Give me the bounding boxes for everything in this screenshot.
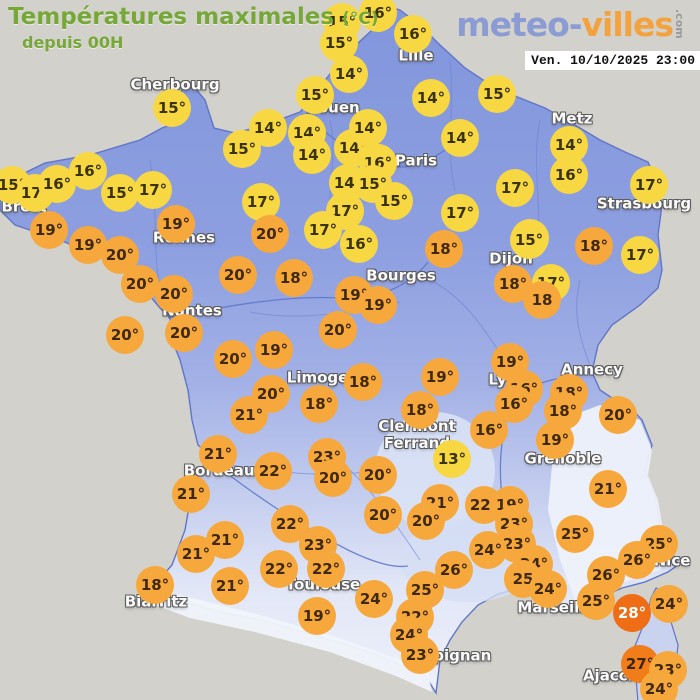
temp-bubble[interactable]: 21° (211, 567, 249, 605)
temp-bubble[interactable]: 14° (412, 79, 450, 117)
temp-bubble[interactable]: 14° (249, 109, 287, 147)
temp-bubble[interactable]: 20° (219, 256, 257, 294)
temp-bubble[interactable]: 21° (589, 470, 627, 508)
temp-bubble[interactable]: 20° (599, 396, 637, 434)
temp-bubble[interactable]: 14° (441, 119, 479, 157)
temp-bubble[interactable]: 20° (314, 459, 352, 497)
temp-bubble[interactable]: 22° (260, 550, 298, 588)
temp-bubble[interactable]: 18° (401, 391, 439, 429)
temp-bubble[interactable]: 19° (30, 211, 68, 249)
temp-bubble[interactable]: 18° (300, 385, 338, 423)
temp-bubble[interactable]: 17° (441, 194, 479, 232)
temp-bubble[interactable]: 18° (494, 265, 532, 303)
temp-bubble[interactable]: 24° (640, 670, 678, 700)
temp-bubble[interactable]: 21° (199, 435, 237, 473)
temp-bubble[interactable]: 17° (496, 169, 534, 207)
temp-bubble[interactable]: 17° (304, 211, 342, 249)
temp-bubble[interactable]: 19° (69, 226, 107, 264)
page-title-unit: (°C) (342, 9, 379, 29)
temp-bubble[interactable]: 17° (242, 183, 280, 221)
temp-bubble[interactable]: 20° (121, 265, 159, 303)
temp-bubble[interactable]: 15° (510, 221, 548, 259)
temp-bubble[interactable]: 19° (359, 286, 397, 324)
temp-bubble[interactable]: 25° (577, 582, 615, 620)
temp-bubble[interactable]: 25° (556, 515, 594, 553)
temp-bubble[interactable]: 21° (230, 396, 268, 434)
temp-bubble[interactable]: 16° (470, 411, 508, 449)
temp-bubble[interactable]: 24° (469, 531, 507, 569)
temp-bubble[interactable]: 24° (355, 580, 393, 618)
temp-bubble[interactable]: 16° (359, 0, 397, 32)
temp-bubble[interactable]: 16° (69, 152, 107, 190)
temp-bubble[interactable]: 19° (298, 597, 336, 635)
temp-bubble[interactable]: 18° (575, 227, 613, 265)
page-subtitle: depuis 00H (22, 33, 124, 52)
timestamp-badge: Ven. 10/10/2025 23:00 (525, 51, 700, 70)
temp-bubble[interactable]: 15° (478, 75, 516, 113)
temp-bubble[interactable]: 24° (650, 585, 688, 623)
temp-bubble[interactable]: 18° (344, 363, 382, 401)
pyrenees-terrain (150, 588, 432, 692)
temp-bubble[interactable]: 18 (523, 281, 561, 319)
temp-bubble[interactable]: 22° (254, 452, 292, 490)
temp-bubble[interactable]: 15° (101, 174, 139, 212)
temp-bubble[interactable]: 13° (433, 440, 471, 478)
temp-bubble[interactable]: 21° (172, 475, 210, 513)
temp-bubble[interactable]: 17° (630, 166, 668, 204)
temp-bubble[interactable]: 19° (157, 205, 195, 243)
temp-bubble[interactable]: 20° (101, 236, 139, 274)
temp-bubble[interactable]: 14° (330, 55, 368, 93)
temp-bubble[interactable]: 17° (621, 236, 659, 274)
temp-bubble[interactable]: 15° (296, 76, 334, 114)
temp-bubble[interactable]: 16° (340, 225, 378, 263)
temp-bubble[interactable]: 28° (613, 594, 651, 632)
logo-part-meteo: meteo- (456, 5, 582, 44)
temp-bubble[interactable]: 18° (136, 566, 174, 604)
temp-bubble[interactable]: 16° (550, 156, 588, 194)
site-logo[interactable]: meteo-villes .com (456, 5, 686, 44)
logo-part-villes: villes (581, 5, 674, 44)
temp-bubble[interactable]: 20° (319, 311, 357, 349)
temp-bubble[interactable]: 15° (375, 182, 413, 220)
temp-bubble[interactable]: 17° (134, 171, 172, 209)
temp-bubble[interactable]: 20° (214, 340, 252, 378)
temp-bubble[interactable]: 20° (359, 456, 397, 494)
temp-bubble[interactable]: 20° (106, 316, 144, 354)
temp-bubble[interactable]: 26° (618, 541, 656, 579)
temp-bubble[interactable]: 20° (251, 215, 289, 253)
page-title-text: Températures maximales (8, 4, 334, 30)
temp-bubble[interactable]: 20° (165, 314, 203, 352)
temp-bubble[interactable]: 24° (529, 570, 567, 608)
temp-bubble[interactable]: 15° (153, 89, 191, 127)
temp-bubble[interactable]: 18° (275, 259, 313, 297)
temp-bubble[interactable]: 14° (349, 109, 387, 147)
temp-bubble[interactable]: 16° (394, 15, 432, 53)
temp-bubble[interactable]: 22° (307, 550, 345, 588)
temp-bubble[interactable]: 21° (177, 535, 215, 573)
temp-bubble[interactable]: 19° (255, 331, 293, 369)
page-title: Températures maximales (°C) (8, 4, 379, 30)
temp-bubble[interactable]: 19° (536, 421, 574, 459)
temp-bubble[interactable]: 23° (401, 636, 439, 674)
temp-bubble[interactable]: 19° (421, 358, 459, 396)
temp-bubble[interactable]: 20° (364, 496, 402, 534)
temp-bubble[interactable]: 20° (407, 502, 445, 540)
temp-bubble[interactable]: 20° (155, 275, 193, 313)
temp-bubble[interactable]: 14° (293, 136, 331, 174)
temp-bubble[interactable]: 18° (425, 230, 463, 268)
logo-suffix-com: .com (673, 9, 686, 39)
temp-bubble[interactable]: 15° (223, 130, 261, 168)
